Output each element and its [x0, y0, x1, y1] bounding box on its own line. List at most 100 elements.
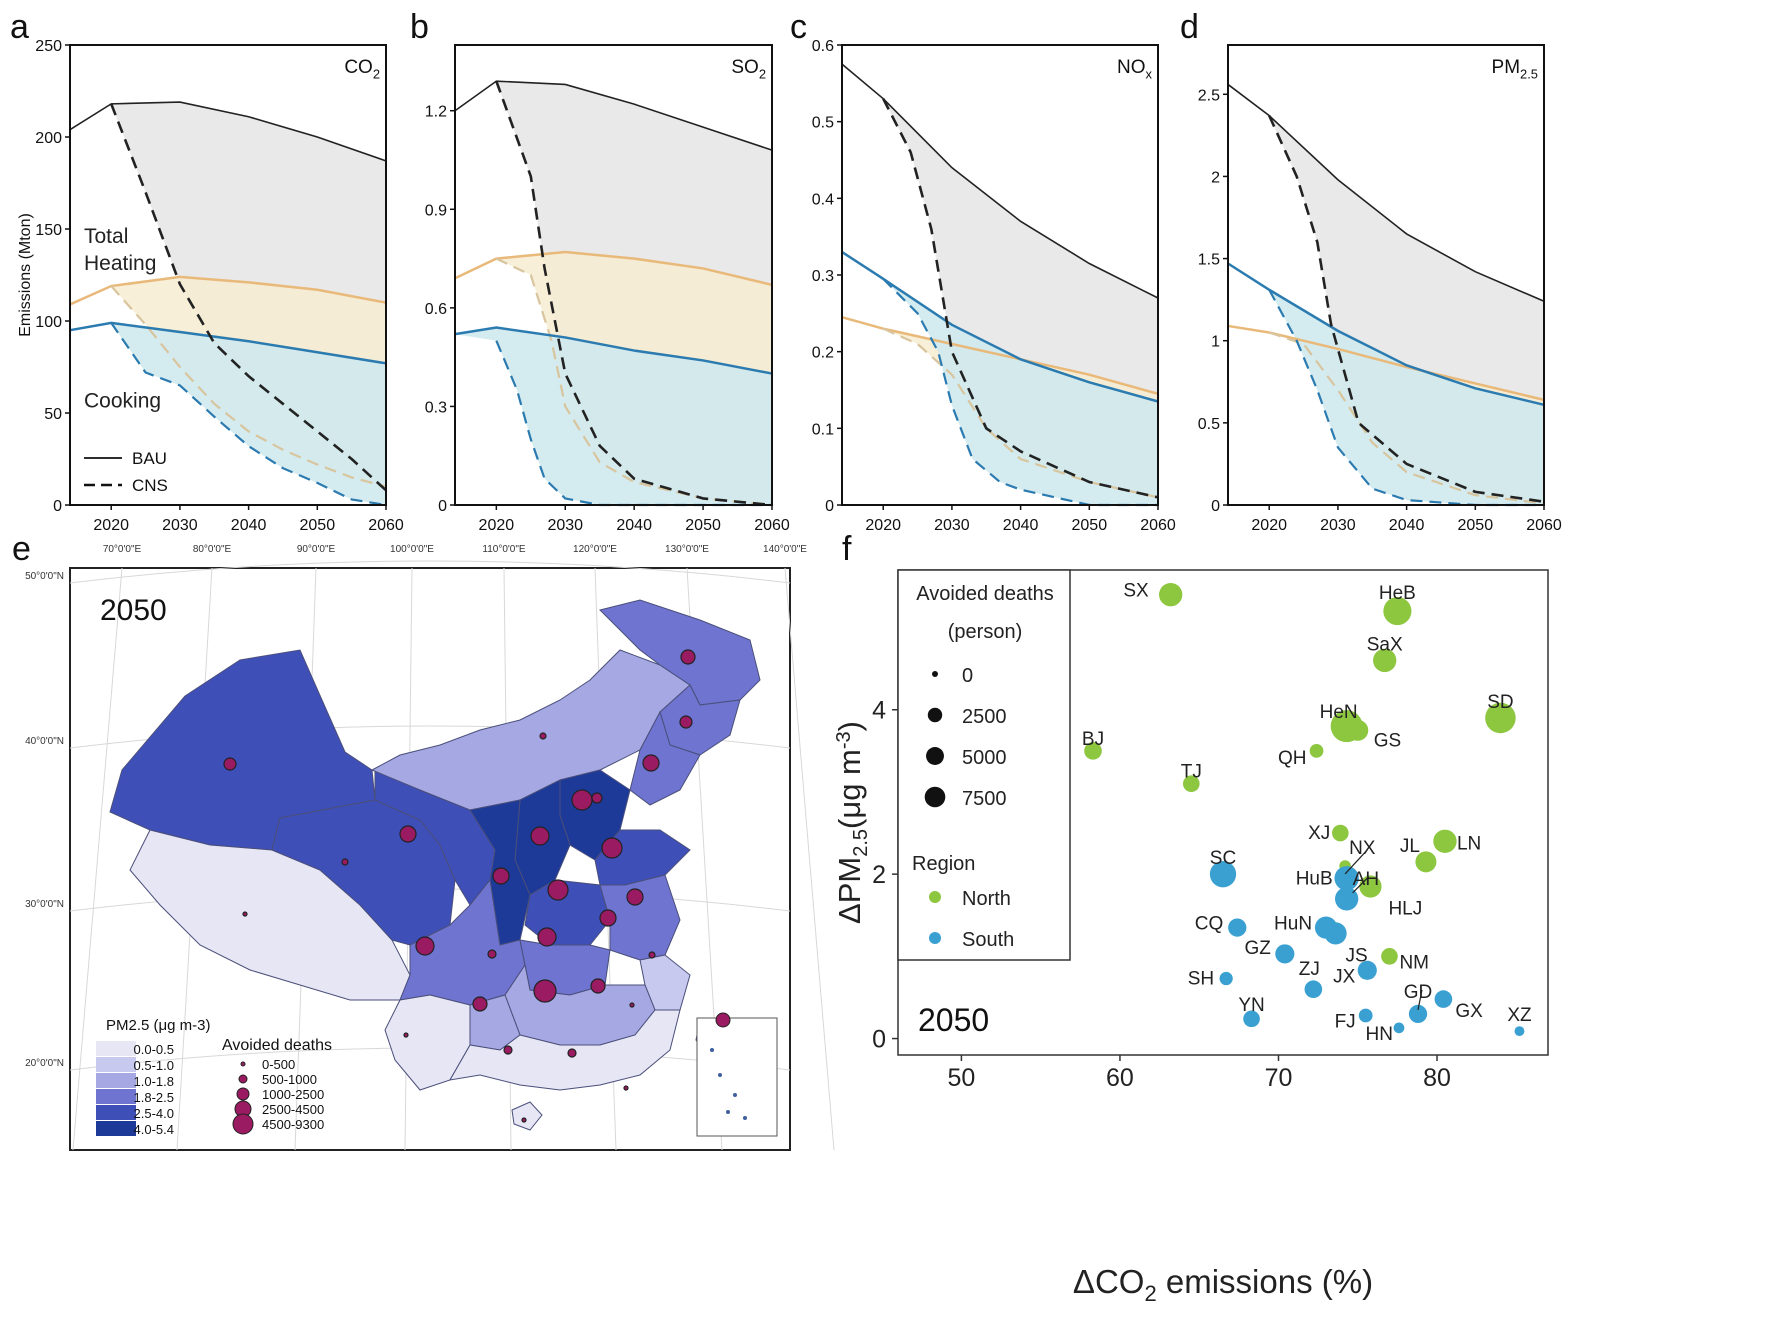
pm25-legend-title: PM2.5 (μg m-3) — [106, 1017, 211, 1034]
leader-line — [1344, 851, 1366, 875]
y-tick-label: 0.5 — [812, 115, 834, 132]
deaths-legend-label: 0-500 — [262, 1057, 295, 1072]
point-label: HLJ — [1388, 898, 1422, 919]
avoided-deaths-dot — [601, 837, 623, 859]
panel-b: b 0 0.3 0.6 0.9 1.2 2020 2030 2040 2050 2060 SO2 — [410, 8, 790, 534]
panel-title: NOx — [1117, 57, 1153, 82]
y-tick-label: 0 — [872, 1026, 886, 1054]
scatter-point — [1334, 887, 1359, 911]
legend-size-dot — [927, 707, 943, 723]
y-tick-label: 0.4 — [812, 191, 834, 208]
x-tick-label: 2040 — [1389, 517, 1425, 534]
cooking-gap-area — [455, 327, 772, 505]
total-cns-line — [110, 103, 387, 492]
scatter-point — [1433, 829, 1457, 853]
x-tick-label: 2040 — [1003, 517, 1039, 534]
scatter-point — [1275, 944, 1295, 964]
pm25-legend-label: 0.0-0.5 — [134, 1042, 174, 1057]
legend-region-dot — [929, 932, 941, 944]
scatter-point — [1415, 851, 1437, 873]
cooking-bau-line — [69, 321, 387, 365]
y-tick-label: 1 — [1211, 334, 1220, 351]
avoided-deaths-dot — [547, 879, 569, 901]
panel-letter: a — [10, 8, 29, 46]
y-axis-label: Emissions (Mton) — [17, 213, 34, 337]
deaths-legend-dot — [240, 1061, 246, 1067]
scatter-point — [1219, 971, 1233, 986]
inset-island — [726, 1110, 730, 1114]
panel-d: d 0 0.5 1 1.5 2 2.5 2020 2030 2040 2050 2060 PM2.5 — [1180, 8, 1562, 534]
y-tick-label: 150 — [35, 222, 62, 239]
avoided-deaths-dot — [242, 911, 248, 917]
y-axis-label: ΔPM2.5(μg m-3) — [832, 721, 872, 924]
x-tick-label: 70 — [1265, 1064, 1293, 1092]
longitude-label: 110°0'0"E — [482, 544, 526, 555]
point-label: TJ — [1181, 762, 1202, 783]
scatter-point — [1408, 1004, 1428, 1024]
heating-cns-line — [1268, 331, 1545, 505]
deaths-legend-label: 4500-9300 — [262, 1117, 324, 1132]
inset-island — [743, 1116, 747, 1120]
pm25-legend-label: 0.5-1.0 — [134, 1058, 174, 1073]
y-tick-label: 100 — [35, 314, 62, 331]
heating-cns-line — [495, 257, 773, 507]
scatter-point — [1514, 1026, 1525, 1037]
avoided-deaths-dot — [642, 754, 660, 772]
heating-bau-line — [841, 315, 1159, 396]
y-tick-label: 0 — [1211, 498, 1220, 515]
panel-letter: f — [842, 530, 852, 568]
longitude-label: 90°0'0"E — [297, 544, 336, 555]
avoided-deaths-dot — [599, 909, 617, 927]
scatter-point — [1358, 1008, 1373, 1023]
avoided-deaths-dot — [591, 792, 603, 804]
graticule-meridian — [784, 567, 835, 1151]
x-tick-label: 2030 — [934, 517, 970, 534]
deaths-legend-dot — [238, 1074, 248, 1084]
point-label: HuB — [1296, 868, 1333, 889]
avoided-deaths-dot — [539, 732, 547, 740]
y-tick-label: 200 — [35, 130, 62, 147]
scatter-point — [1209, 860, 1237, 888]
scatter-point — [1243, 1010, 1260, 1028]
point-label: SD — [1487, 692, 1513, 713]
heating-bau-line — [454, 250, 773, 287]
legend-bau-label: BAU — [132, 449, 167, 468]
cooking-cns-line — [1268, 289, 1544, 507]
avoided-deaths-dot — [503, 1045, 513, 1055]
legend-size-label: 2500 — [962, 706, 1007, 728]
x-tick-label: 2030 — [547, 517, 583, 534]
inset-island — [718, 1073, 722, 1077]
x-tick-label: 2020 — [1251, 517, 1287, 534]
point-label: GZ — [1244, 938, 1271, 959]
scatter-point — [1393, 1022, 1405, 1034]
avoided-deaths-dot — [648, 951, 656, 959]
legend-region-label: North — [962, 888, 1011, 910]
heating-bau-line — [69, 275, 387, 306]
x-tick-label: 2060 — [368, 517, 404, 534]
panel-title: PM2.5 — [1492, 57, 1538, 82]
scatter-point — [1182, 775, 1200, 793]
scatter-point — [1324, 922, 1347, 945]
inset-death-dot — [715, 1012, 731, 1028]
avoided-deaths-dot — [537, 927, 557, 947]
inset-island — [710, 1048, 714, 1052]
scatter-point — [1347, 719, 1369, 741]
panel-letter: e — [12, 530, 31, 568]
cooking-cns-line — [110, 322, 387, 507]
legend-region-dot — [929, 891, 941, 903]
point-label: JX — [1333, 966, 1356, 987]
point-label: XJ — [1308, 823, 1330, 844]
deaths-legend-dot — [236, 1087, 250, 1101]
pm25-legend-label: 1.8-2.5 — [134, 1090, 174, 1105]
deaths-legend-dot — [232, 1113, 254, 1135]
x-axis-label: ΔCO2 emissions (%) — [1073, 1263, 1373, 1306]
y-tick-label: 250 — [35, 38, 62, 55]
point-label: HuN — [1274, 914, 1312, 935]
plot-frame — [1227, 44, 1545, 506]
avoided-deaths-dot — [533, 979, 557, 1003]
legend-size-subtitle: (person) — [948, 621, 1022, 643]
annotation-total: Total — [84, 225, 128, 248]
avoided-deaths-dot — [472, 996, 488, 1012]
legend-cns-label: CNS — [132, 476, 168, 495]
